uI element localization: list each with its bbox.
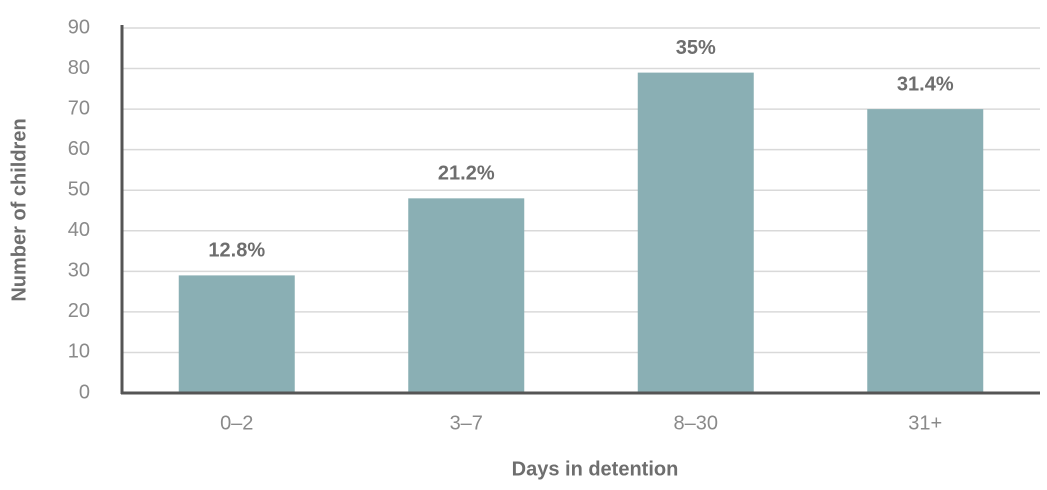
y-tick-label: 20 (68, 300, 90, 322)
bar (408, 198, 525, 393)
bar (637, 72, 754, 393)
y-tick-label: 90 (68, 16, 90, 38)
x-tick-label: 0–2 (220, 412, 253, 434)
data-label: 12.8% (208, 240, 265, 262)
y-tick-label: 10 (68, 341, 90, 363)
data-label: 35% (676, 37, 716, 59)
x-axis-title: Days in detention (512, 458, 679, 480)
y-tick-label: 50 (68, 179, 90, 201)
y-tick-label: 30 (68, 260, 90, 282)
y-tick-label: 70 (68, 97, 90, 119)
x-tick-label: 8–30 (674, 412, 719, 434)
x-tick-label: 31+ (908, 412, 942, 434)
y-axis-title: Number of children (8, 118, 30, 301)
x-tick-label: 3–7 (450, 412, 483, 434)
data-label: 31.4% (897, 73, 954, 95)
y-tick-label: 0 (79, 381, 90, 403)
y-tick-label: 40 (68, 219, 90, 241)
y-tick-label: 80 (68, 57, 90, 79)
y-tick-label: 60 (68, 138, 90, 160)
bar (867, 109, 984, 393)
data-label: 21.2% (438, 163, 495, 185)
bar (178, 275, 295, 393)
